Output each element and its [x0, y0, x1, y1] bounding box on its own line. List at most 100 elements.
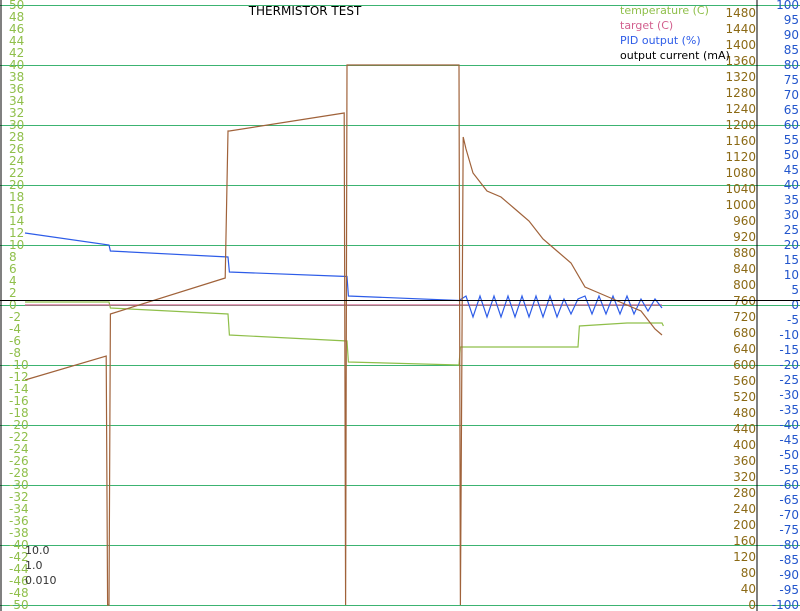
right-inner-axis-tick-label: 280: [733, 486, 756, 500]
left-axis-tick-label: 18: [9, 190, 24, 204]
left-axis-tick-label: 36: [9, 82, 24, 96]
left-axis-tick-label: 44: [9, 34, 24, 48]
right-outer-axis-tick-label: -25: [779, 373, 799, 387]
right-inner-axis-tick-label: 1040: [725, 182, 756, 196]
left-axis-tick-label: -26: [9, 454, 29, 468]
left-axis-tick-label: 46: [9, 22, 24, 36]
right-outer-axis-tick-label: -60: [779, 478, 799, 492]
left-axis-tick-label: -14: [9, 382, 29, 396]
right-inner-axis-tick-label: 800: [733, 278, 756, 292]
right-inner-axis-tick-label: 400: [733, 438, 756, 452]
right-inner-axis-tick-label: 1360: [725, 54, 756, 68]
left-axis-tick-label: -34: [9, 502, 29, 516]
left-axis-tick-label: -48: [9, 586, 29, 600]
right-inner-axis-tick-label: 120: [733, 550, 756, 564]
right-outer-axis-tick-label: 70: [784, 88, 799, 102]
right-inner-axis-tick-label: 920: [733, 230, 756, 244]
right-inner-axis-tick-label: 840: [733, 262, 756, 276]
left-axis-tick-label: 48: [9, 10, 24, 24]
right-inner-axis-tick-label: 1440: [725, 22, 756, 36]
right-outer-axis-tick-label: 30: [784, 208, 799, 222]
right-outer-axis-tick-label: 0: [791, 298, 799, 312]
right-outer-axis-tick-label: -80: [779, 538, 799, 552]
right-inner-axis-tick-label: 720: [733, 310, 756, 324]
right-outer-axis-tick-label: 75: [784, 73, 799, 87]
chart-title: THERMISTOR TEST: [248, 4, 362, 18]
right-outer-axis-tick-label: -90: [779, 568, 799, 582]
pid-param-i: 1.0: [25, 559, 43, 572]
right-outer-axis-tick-label: 90: [784, 28, 799, 42]
right-inner-axis-tick-label: 1200: [725, 118, 756, 132]
left-axis-tick-label: -2: [9, 310, 21, 324]
left-axis-tick-label: -8: [9, 346, 21, 360]
left-axis-tick-label: 32: [9, 106, 24, 120]
right-inner-axis-tick-label: 240: [733, 502, 756, 516]
pid-params: 10.0 1.0 0.010: [25, 544, 57, 587]
left-axis-tick-label: -36: [9, 514, 29, 528]
left-axis-tick-label: 0: [9, 298, 17, 312]
left-axis-tick-label: 12: [9, 226, 24, 240]
right-inner-axis-tick-label: 520: [733, 390, 756, 404]
right-outer-axis-tick-label: -5: [787, 313, 799, 327]
right-outer-axis-tick-label: 10: [784, 268, 799, 282]
right-outer-axis-tick-label: -70: [779, 508, 799, 522]
left-axis-tick-label: -10: [9, 358, 29, 372]
left-axis-tick-label: -46: [9, 574, 29, 588]
left-axis-tick-label: 8: [9, 250, 17, 264]
right-inner-axis-tick-labels: 1480144014001360132012801240120011601120…: [725, 6, 756, 611]
right-inner-axis-tick-label: 1120: [725, 150, 756, 164]
left-axis-tick-label: 26: [9, 142, 24, 156]
right-outer-axis-tick-label: -40: [779, 418, 799, 432]
right-outer-axis-tick-label: 100: [776, 0, 799, 12]
right-outer-axis-tick-label: -55: [779, 463, 799, 477]
left-axis-tick-label: -22: [9, 430, 29, 444]
left-axis-tick-label: 6: [9, 262, 17, 276]
right-outer-axis-tick-label: 85: [784, 43, 799, 57]
left-axis-tick-label: 38: [9, 70, 24, 84]
right-inner-axis-tick-label: 1400: [725, 38, 756, 52]
left-axis-tick-label: -18: [9, 406, 29, 420]
legend: temperature (C) target (C) PID output (%…: [620, 4, 730, 62]
right-inner-axis-tick-label: 160: [733, 534, 756, 548]
right-inner-axis-tick-label: 0: [748, 598, 756, 611]
left-axis-tick-label: 24: [9, 154, 24, 168]
right-outer-axis-tick-label: 55: [784, 133, 799, 147]
left-axis-tick-label: 20: [9, 178, 24, 192]
right-outer-axis-tick-label: -65: [779, 493, 799, 507]
right-inner-axis-tick-label: 360: [733, 454, 756, 468]
right-outer-axis-tick-label: -15: [779, 343, 799, 357]
right-outer-axis-tick-label: -75: [779, 523, 799, 537]
right-inner-axis-tick-label: 560: [733, 374, 756, 388]
left-axis-tick-label: -24: [9, 442, 29, 456]
left-axis-tick-label: 16: [9, 202, 24, 216]
right-outer-axis-tick-label: 95: [784, 13, 799, 27]
right-outer-axis-tick-label: -20: [779, 358, 799, 372]
left-axis-tick-label: 28: [9, 130, 24, 144]
left-axis-tick-label: 14: [9, 214, 24, 228]
left-axis-tick-label: 4: [9, 274, 17, 288]
right-outer-axis-tick-label: -50: [779, 448, 799, 462]
left-axis-tick-label: 42: [9, 46, 24, 60]
left-axis-tick-label: -42: [9, 550, 29, 564]
right-inner-axis-tick-label: 200: [733, 518, 756, 532]
right-inner-axis-tick-label: 1240: [725, 102, 756, 116]
left-axis-tick-label: -50: [9, 598, 29, 611]
right-outer-axis-tick-label: 5: [791, 283, 799, 297]
right-outer-axis-tick-label: -85: [779, 553, 799, 567]
right-inner-axis-tick-label: 1320: [725, 70, 756, 84]
right-outer-axis-tick-labels: 1009590858075706560555045403530252015105…: [772, 0, 799, 611]
right-outer-axis-tick-label: -100: [772, 598, 799, 611]
right-outer-axis-tick-label: 35: [784, 193, 799, 207]
right-outer-axis-tick-label: 25: [784, 223, 799, 237]
left-axis-tick-label: 22: [9, 166, 24, 180]
left-axis-tick-labels: 5048464442403836343230282624222018161412…: [9, 0, 29, 611]
right-inner-axis-tick-label: 80: [741, 566, 756, 580]
right-outer-axis-tick-label: 80: [784, 58, 799, 72]
left-axis-tick-label: 50: [9, 0, 24, 12]
right-inner-axis-tick-label: 600: [733, 358, 756, 372]
right-outer-axis-tick-label: -10: [779, 328, 799, 342]
left-axis-tick-label: -6: [9, 334, 21, 348]
right-outer-axis-tick-label: -35: [779, 403, 799, 417]
left-axis-tick-label: 40: [9, 58, 24, 72]
